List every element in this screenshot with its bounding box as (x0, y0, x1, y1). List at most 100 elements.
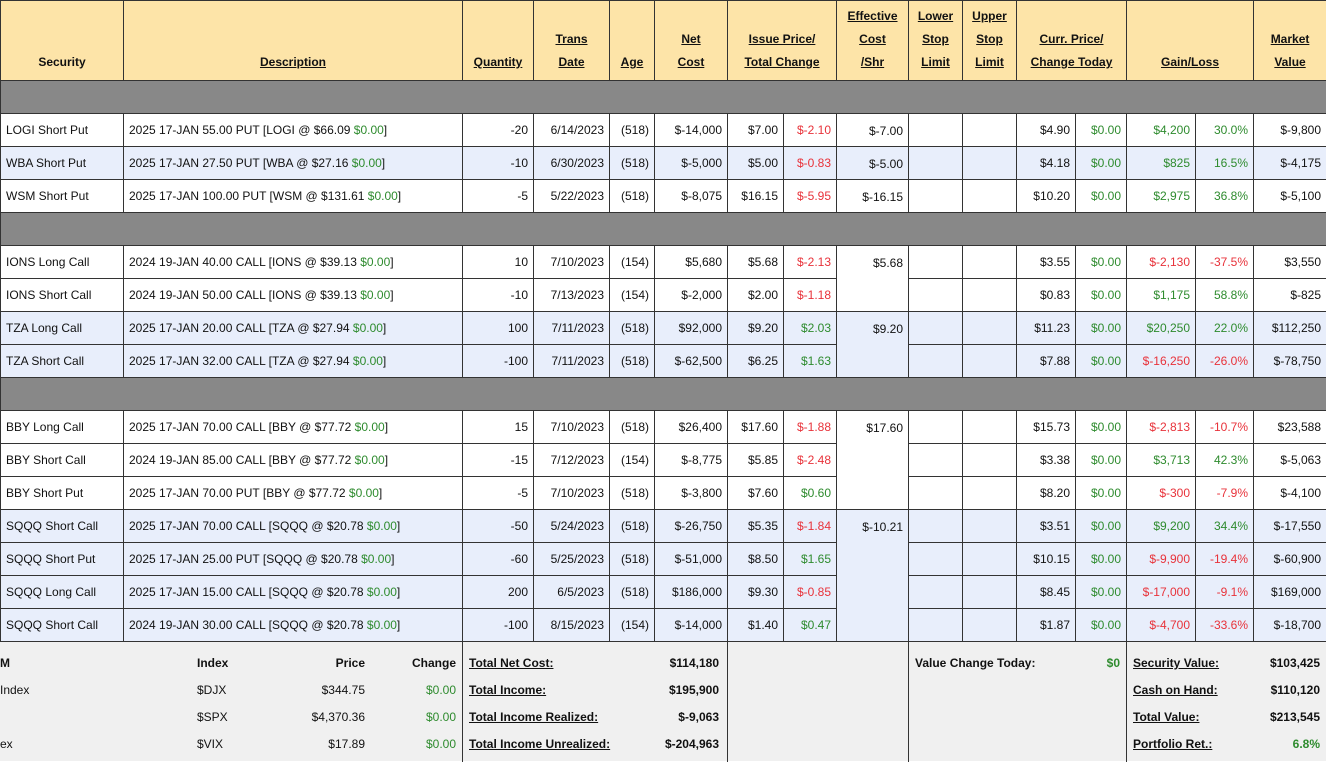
header-upper-stop[interactable]: Upper Stop Limit (963, 1, 1017, 81)
header-label[interactable]: Change Today (1031, 55, 1113, 69)
description-text: 2025 17-JAN 70.00 PUT [BBY @ $77.72 (129, 486, 346, 500)
effective-cost-cell: $17.60 (837, 411, 909, 510)
change-today-cell: $0.00 (1076, 609, 1127, 642)
header-net-cost[interactable]: Net Cost (655, 1, 728, 81)
age-cell: (518) (610, 576, 655, 609)
summary-label-link[interactable]: Cash on Hand: (1133, 683, 1218, 697)
gain-loss-cell: $1,175 (1127, 279, 1196, 312)
summary-label-link[interactable]: Security Value: (1133, 656, 1219, 670)
current-price-cell: $15.73 (1017, 411, 1076, 444)
security-cell: TZA Short Call (1, 345, 124, 378)
header-age[interactable]: Age (610, 1, 655, 81)
header-gain-loss[interactable]: Gain/Loss (1127, 1, 1254, 81)
change-today-cell: $0.00 (1076, 477, 1127, 510)
change-today-cell: $0.00 (1076, 312, 1127, 345)
header-label[interactable]: Description (260, 55, 326, 69)
effective-cost-cell: $5.68 (837, 246, 909, 312)
index-change: $0.00 (426, 683, 456, 697)
header-lower-stop[interactable]: Lower Stop Limit (909, 1, 963, 81)
issue-price-cell: $16.15 (728, 180, 784, 213)
upper-stop-cell (963, 609, 1017, 642)
age-cell: (518) (610, 411, 655, 444)
header-label[interactable]: Total Change (744, 55, 819, 69)
description-end: ] (385, 420, 388, 434)
net-cost-cell: $-51,000 (655, 543, 728, 576)
header-label[interactable]: Issue Price/ (749, 32, 816, 46)
net-cost-cell: $92,000 (655, 312, 728, 345)
upper-stop-cell (963, 114, 1017, 147)
header-label[interactable]: Limit (921, 55, 950, 69)
header-label[interactable]: Stop (976, 32, 1003, 46)
header-label[interactable]: Cost (859, 32, 886, 46)
trans-date-cell: 6/30/2023 (534, 147, 610, 180)
total-label-link[interactable]: Total Income Unrealized: (469, 737, 610, 751)
header-label[interactable]: Upper (972, 9, 1007, 23)
total-label-link[interactable]: Total Net Cost: (469, 656, 553, 670)
header-security: Security (1, 1, 124, 81)
net-cost-cell: $-2,000 (655, 279, 728, 312)
underlying-change: $0.00 (349, 486, 379, 500)
header-label[interactable]: /Shr (861, 55, 884, 69)
header-label[interactable]: Date (558, 55, 584, 69)
header-label[interactable]: Market (1271, 32, 1310, 46)
security-cell: BBY Long Call (1, 411, 124, 444)
summary-value: $213,545 (1270, 710, 1320, 724)
total-value: $-9,063 (678, 710, 719, 724)
header-label[interactable]: Cost (678, 55, 705, 69)
header-label[interactable]: Lower (918, 9, 953, 23)
quantity-cell: -15 (463, 444, 534, 477)
header-quantity[interactable]: Quantity (463, 1, 534, 81)
header-label[interactable]: Trans (555, 32, 587, 46)
market-value-cell: $-17,550 (1254, 510, 1326, 543)
description-end: ] (383, 321, 386, 335)
quantity-cell: -100 (463, 609, 534, 642)
description-text: 2025 17-JAN 70.00 CALL [BBY @ $77.72 (129, 420, 351, 434)
description-text: 2024 19-JAN 30.00 CALL [SQQQ @ $20.78 (129, 618, 364, 632)
index-price: $344.75 (322, 683, 365, 697)
position-row[interactable]: BBY Long Call 2025 17-JAN 70.00 CALL [BBY… (1, 411, 1326, 444)
gain-loss-pct-cell: -7.9% (1196, 477, 1254, 510)
header-label[interactable]: Limit (975, 55, 1004, 69)
header-curr-price[interactable]: Curr. Price/Change Today (1017, 1, 1127, 81)
total-label-link[interactable]: Total Income: (469, 683, 546, 697)
header-label[interactable]: Curr. Price/ (1039, 32, 1103, 46)
summary-label-link[interactable]: Portfolio Ret.: (1133, 737, 1212, 751)
header-effective-cost[interactable]: Effective Cost/Shr (837, 1, 909, 81)
lower-stop-cell (909, 312, 963, 345)
market-value-cell: $169,000 (1254, 576, 1326, 609)
total-label-link[interactable]: Total Income Realized: (469, 710, 598, 724)
index-col-change: Change (412, 656, 456, 670)
header-market-value[interactable]: Market Value (1254, 1, 1326, 81)
trans-date-cell: 7/10/2023 (534, 477, 610, 510)
trans-date-cell: 7/10/2023 (534, 411, 610, 444)
change-today-cell: $0.00 (1076, 114, 1127, 147)
header-trans-date[interactable]: Trans Date (534, 1, 610, 81)
header-label[interactable]: Stop (922, 32, 949, 46)
header-label[interactable]: Age (621, 55, 644, 69)
header-label[interactable]: Value (1274, 55, 1305, 69)
net-cost-cell: $-8,775 (655, 444, 728, 477)
header-issue-price[interactable]: Issue Price/Total Change (728, 1, 837, 81)
description-cell: 2025 17-JAN 25.00 PUT [SQQQ @ $20.78 $0.… (124, 543, 463, 576)
description-cell: 2024 19-JAN 40.00 CALL [IONS @ $39.13 $0… (124, 246, 463, 279)
header-label[interactable]: Effective (847, 9, 897, 23)
header-label[interactable]: Quantity (474, 55, 523, 69)
lower-stop-cell (909, 411, 963, 444)
header-description[interactable]: Description (124, 1, 463, 81)
summary-label-link[interactable]: Total Value: (1133, 710, 1199, 724)
header-label[interactable]: Net (681, 32, 700, 46)
header-label[interactable]: Gain/Loss (1161, 55, 1219, 69)
